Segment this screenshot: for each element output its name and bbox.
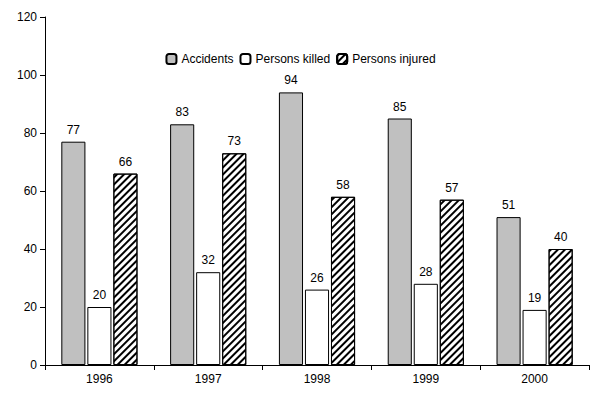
svg-text:73: 73 (228, 134, 242, 148)
svg-text:51: 51 (502, 198, 516, 212)
svg-text:66: 66 (119, 155, 133, 169)
svg-text:2000: 2000 (521, 372, 548, 386)
svg-text:1998: 1998 (304, 372, 331, 386)
svg-text:83: 83 (175, 105, 189, 119)
svg-text:120: 120 (17, 10, 37, 24)
svg-text:1997: 1997 (195, 372, 222, 386)
svg-text:58: 58 (336, 178, 350, 192)
svg-text:0: 0 (30, 358, 37, 372)
svg-text:19: 19 (528, 291, 542, 305)
svg-text:20: 20 (24, 300, 38, 314)
svg-text:85: 85 (393, 100, 407, 114)
svg-text:Persons injured: Persons injured (352, 52, 435, 66)
svg-text:94: 94 (284, 73, 298, 87)
svg-text:1999: 1999 (412, 372, 439, 386)
svg-text:1996: 1996 (86, 372, 113, 386)
svg-text:40: 40 (24, 242, 38, 256)
svg-text:28: 28 (419, 265, 433, 279)
svg-text:77: 77 (67, 123, 81, 137)
svg-text:Accidents: Accidents (181, 52, 233, 66)
svg-text:60: 60 (24, 184, 38, 198)
svg-text:100: 100 (17, 68, 37, 82)
svg-text:20: 20 (93, 288, 107, 302)
svg-text:26: 26 (310, 271, 324, 285)
svg-text:57: 57 (445, 181, 459, 195)
svg-text:80: 80 (24, 126, 38, 140)
svg-text:40: 40 (554, 230, 568, 244)
svg-text:32: 32 (202, 253, 216, 267)
svg-text:Persons killed: Persons killed (255, 52, 330, 66)
